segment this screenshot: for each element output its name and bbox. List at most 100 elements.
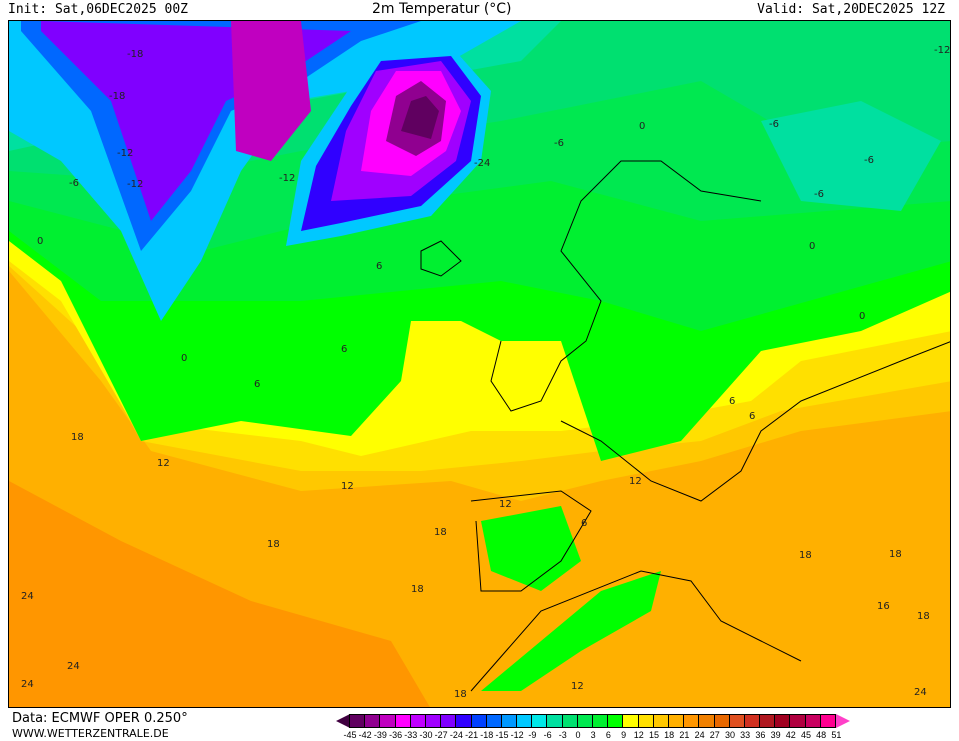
contour-label: 12 [341, 481, 354, 492]
legend-tick: -27 [434, 730, 448, 740]
legend-tick: 21 [679, 730, 690, 740]
legend-swatch [637, 714, 654, 728]
contour-label: 24 [67, 661, 80, 672]
contour-label: -18 [109, 91, 126, 102]
contour-label: 0 [181, 353, 188, 364]
legend-swatch [470, 714, 487, 728]
contour-label: -6 [554, 138, 564, 149]
temperature-map: -18 -12 -6 -12 -18 -24 -12 -6 0 -6 -12 -6 -6 0 6 6 0 6 6 0 1… [8, 20, 951, 708]
legend-tick: -42 [358, 730, 372, 740]
legend-tick: 0 [575, 730, 581, 740]
contour-label: 24 [21, 679, 34, 690]
legend-tick: -21 [465, 730, 479, 740]
legend-swatch [774, 714, 791, 728]
contour-label: 0 [809, 241, 816, 252]
legend-tick: 15 [648, 730, 660, 740]
contour-label: -12 [279, 173, 296, 184]
legend-below-arrow [336, 714, 350, 728]
legend-tick: 30 [724, 730, 736, 740]
legend-tick: -36 [389, 730, 403, 740]
contour-label: 18 [267, 539, 280, 550]
contour-label: 18 [917, 611, 930, 622]
legend-swatch [667, 714, 685, 728]
legend-swatch [394, 714, 411, 728]
legend-swatch [485, 714, 502, 728]
legend-swatch [349, 714, 366, 728]
legend-swatch [789, 714, 806, 728]
legend-swatch [819, 714, 836, 728]
legend-swatch [455, 714, 472, 728]
contour-label: 12 [571, 681, 584, 692]
legend-swatch [592, 714, 609, 728]
contour-label: 12 [499, 499, 512, 510]
legend-tick: -9 [528, 730, 537, 740]
contour-label: 18 [889, 549, 902, 560]
legend-swatch [546, 714, 563, 728]
website: WWW.WETTERZENTRALE.DE [12, 727, 169, 740]
legend-tick: 36 [755, 730, 766, 740]
contour-label: 6 [749, 411, 756, 422]
legend-swatch [607, 714, 624, 728]
zone-minus6-russia [761, 101, 941, 211]
init-time: Init: Sat,06DEC2025 00Z [8, 2, 189, 17]
contour-label: 0 [639, 121, 646, 132]
legend-tick: 24 [694, 730, 705, 740]
color-legend [336, 713, 850, 729]
legend-swatch [713, 714, 730, 728]
legend-tick: 27 [709, 730, 720, 740]
legend-tick: 9 [621, 730, 627, 740]
legend-tick: -24 [449, 730, 463, 740]
legend-swatch [500, 714, 518, 728]
greenland-minus45 [401, 96, 439, 139]
data-source: Data: ECMWF OPER 0.250° [12, 711, 188, 726]
legend-swatch [409, 714, 426, 728]
legend-tick: -39 [373, 730, 387, 740]
zone-6-iberia [481, 506, 581, 591]
valid-time: Valid: Sat,20DEC2025 12Z [757, 2, 945, 17]
coastlines [420, 160, 950, 692]
legend-tick: -33 [404, 730, 418, 740]
legend-tick: 48 [816, 730, 827, 740]
legend-swatch [364, 714, 381, 728]
legend-tick: 51 [831, 730, 842, 740]
map-title: 2m Temperatur (°C) [372, 1, 512, 17]
legend-tick: -30 [419, 730, 433, 740]
contour-label: 18 [434, 527, 447, 538]
legend-swatch [652, 714, 669, 728]
legend-tick: 18 [664, 730, 675, 740]
legend-tick: -15 [495, 730, 509, 740]
contour-label: -12 [117, 148, 134, 159]
contour-label: 0 [37, 236, 44, 247]
legend-swatch [424, 714, 442, 728]
legend-swatch [698, 714, 715, 728]
contour-label: 0 [859, 311, 866, 322]
legend-swatch [561, 714, 578, 728]
contour-label: 12 [157, 458, 170, 469]
legend-tick: -3 [558, 730, 567, 740]
legend-swatch [743, 714, 761, 728]
contour-label: -6 [864, 155, 874, 166]
legend-tick: -6 [543, 730, 552, 740]
contour-label: -12 [127, 179, 144, 190]
contour-label: -18 [127, 49, 144, 60]
contour-label: -24 [474, 158, 491, 169]
contour-label: -12 [934, 45, 951, 56]
legend-tick: 33 [740, 730, 751, 740]
contour-label: 18 [454, 689, 467, 700]
legend-tick: -18 [480, 730, 494, 740]
legend-tick: 39 [770, 730, 781, 740]
canadian-arctic-cold [231, 21, 311, 161]
contour-label: 16 [877, 601, 890, 612]
legend-swatch [440, 714, 457, 728]
legend-tick: 12 [633, 730, 644, 740]
contour-label: -6 [69, 178, 79, 189]
legend-swatch [576, 714, 593, 728]
contour-label: 12 [629, 476, 642, 487]
legend-tick: 42 [785, 730, 796, 740]
legend-tick: -12 [510, 730, 524, 740]
contour-label: 6 [729, 396, 736, 407]
legend-tick: 6 [605, 730, 611, 740]
legend-tick: -45 [343, 730, 357, 740]
contour-label: -6 [769, 119, 779, 130]
legend-swatch [516, 714, 533, 728]
